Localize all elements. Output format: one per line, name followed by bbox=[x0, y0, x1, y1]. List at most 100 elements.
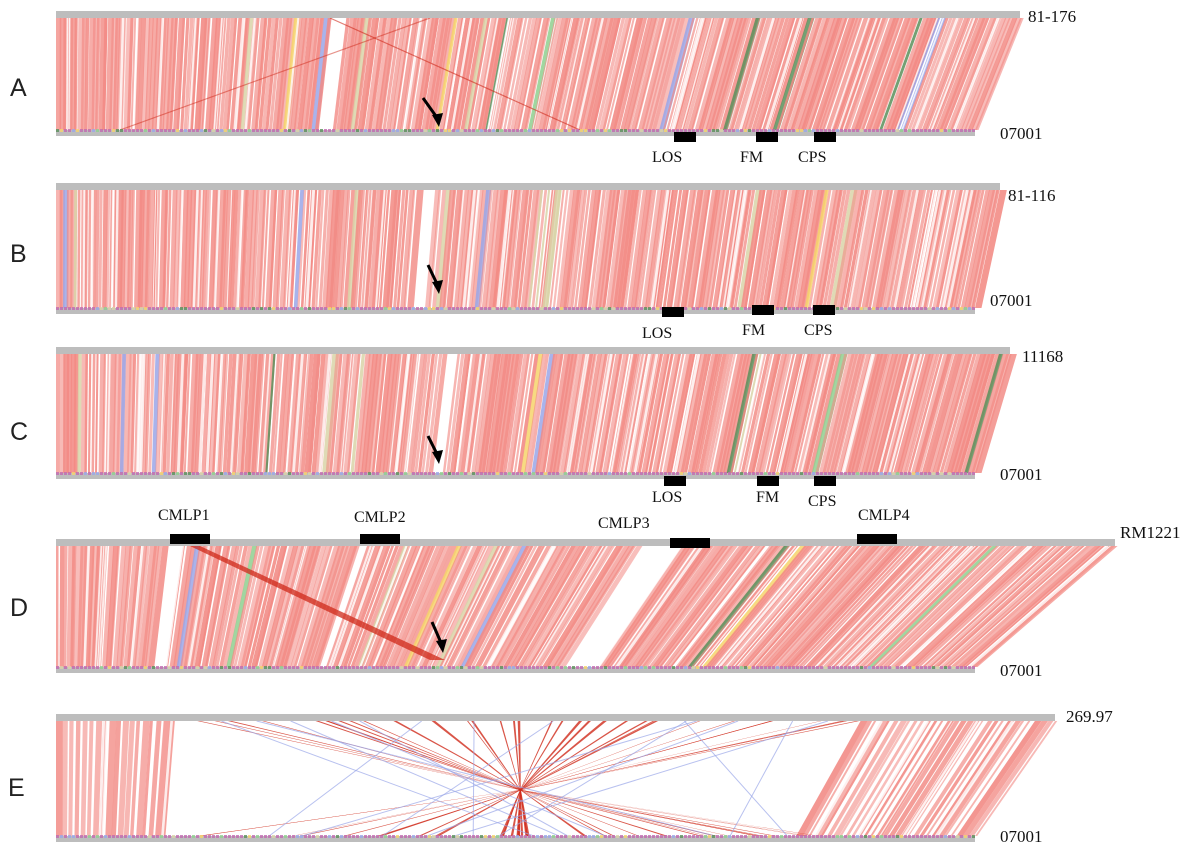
panel-b-synteny-band bbox=[574, 190, 591, 308]
panel-d-gene-tick bbox=[784, 666, 787, 669]
panel-c-synteny-band bbox=[180, 354, 189, 473]
panel-b-gene-tick bbox=[484, 307, 487, 310]
panel-e-inversion-band bbox=[467, 721, 521, 790]
panel-d-gene-tick bbox=[624, 666, 627, 669]
panel-c-gene-tick bbox=[248, 472, 251, 475]
panel-b-gene-tick bbox=[368, 307, 371, 310]
panel-b-synteny-band bbox=[620, 190, 640, 308]
panel-e-gene-tick bbox=[876, 835, 879, 838]
panel-a-gene-tick bbox=[936, 129, 939, 132]
panel-d-gene-tick bbox=[224, 666, 227, 669]
panel-d-gene-tick bbox=[316, 666, 319, 669]
panel-e-inversion-band bbox=[499, 721, 521, 790]
panel-d-band-gap bbox=[129, 545, 144, 668]
panel-e-inversion-band bbox=[349, 721, 521, 790]
panel-b-gene-tick bbox=[644, 307, 647, 310]
panel-d-gene-tick bbox=[200, 666, 203, 669]
panel-c-gene-tick bbox=[664, 472, 667, 475]
panel-a-gene-tick bbox=[656, 129, 659, 132]
panel-e-minor-band bbox=[454, 720, 829, 837]
panel-e-gene-tick bbox=[112, 835, 115, 838]
panel-c-gene-tick bbox=[444, 472, 447, 475]
panel-b-synteny-band bbox=[290, 190, 299, 308]
panel-d-letter: D bbox=[10, 594, 28, 622]
panel-a-synteny-band bbox=[570, 18, 601, 130]
panel-e-band-gap bbox=[902, 720, 979, 837]
panel-a-gene-tick bbox=[808, 129, 811, 132]
panel-a-gene-tick bbox=[408, 129, 411, 132]
panel-a-gene-tick bbox=[500, 129, 503, 132]
panel-c-gene-tick bbox=[416, 472, 419, 475]
panel-d-synteny-band bbox=[212, 546, 240, 667]
panel-e-gene-tick bbox=[56, 835, 59, 838]
panel-e-gene-tick bbox=[480, 835, 483, 838]
panel-c-gene-tick bbox=[880, 472, 883, 475]
panel-b-gene-tick bbox=[620, 307, 623, 310]
panel-c-synteny-band bbox=[144, 354, 152, 473]
panel-c-gene-tick bbox=[524, 472, 527, 475]
panel-c-gene-tick bbox=[304, 472, 307, 475]
panel-a-gene-tick bbox=[964, 129, 967, 132]
panel-d-gene-tick bbox=[560, 666, 563, 669]
panel-a-gene-tick bbox=[664, 129, 667, 132]
panel-b-band-gap bbox=[110, 189, 115, 309]
panel-d-gene-tick bbox=[384, 666, 387, 669]
panel-b-synteny-band bbox=[251, 190, 260, 308]
panel-c-band-gap bbox=[567, 353, 590, 474]
panel-c-gene-tick bbox=[472, 472, 475, 475]
panel-e-band-gap bbox=[879, 720, 953, 837]
panel-c-gene-tick bbox=[60, 472, 63, 475]
panel-a-synteny-band bbox=[240, 18, 254, 130]
panel-e-gene-tick bbox=[152, 835, 155, 838]
panel-b-band-gap bbox=[911, 189, 937, 309]
panel-d-gene-tick bbox=[108, 666, 111, 669]
panel-d-synteny-band bbox=[705, 546, 809, 667]
panel-a-gene-tick bbox=[220, 129, 223, 132]
panel-a-gene-tick bbox=[556, 129, 559, 132]
panel-c-gene-tick bbox=[324, 472, 327, 475]
panel-c-gene-tick bbox=[964, 472, 967, 475]
panel-a-synteny-band bbox=[134, 18, 142, 130]
panel-b-synteny-band bbox=[393, 190, 406, 308]
panel-c-gene-tick bbox=[928, 472, 931, 475]
panel-b-gene-tick bbox=[292, 307, 295, 310]
panel-a-cross-band bbox=[329, 17, 581, 131]
panel-b-gene-tick bbox=[232, 307, 235, 310]
panel-a-gene-tick bbox=[596, 129, 599, 132]
panel-c-band-gap bbox=[403, 353, 419, 474]
panel-b-synteny-band bbox=[833, 190, 858, 308]
panel-a-synteny-band bbox=[666, 18, 699, 130]
panel-d-synteny-band bbox=[865, 546, 993, 667]
panel-d-synteny-band bbox=[148, 546, 169, 667]
panel-d-gene-tick bbox=[320, 666, 323, 669]
panel-e-band-gap bbox=[161, 720, 173, 837]
panel-d-gene-tick bbox=[460, 666, 463, 669]
panel-b-gene-tick bbox=[268, 307, 271, 310]
panel-e-gene-tick bbox=[956, 835, 959, 838]
panel-b-synteny-band bbox=[478, 190, 493, 308]
panel-e-synteny-band bbox=[93, 721, 103, 836]
panel-b-gene-tick bbox=[212, 307, 215, 310]
panel-a-synteny-band bbox=[258, 18, 272, 130]
panel-d-gene-tick bbox=[652, 666, 655, 669]
panel-b-band-gap bbox=[467, 189, 481, 309]
panel-a-gene-tick bbox=[432, 129, 435, 132]
panel-a-gene-tick bbox=[740, 129, 743, 132]
panel-c-gene-tick bbox=[112, 472, 115, 475]
panel-d-band-gap bbox=[337, 545, 384, 668]
panel-d-gene-tick bbox=[680, 666, 683, 669]
panel-c-gene-tick bbox=[520, 472, 523, 475]
panel-e-inversion-band bbox=[520, 790, 615, 836]
panel-c-gene-tick bbox=[76, 472, 79, 475]
panel-b-gene-tick bbox=[380, 307, 383, 310]
panel-e-inversion-band bbox=[520, 721, 701, 790]
panel-a-synteny-band bbox=[925, 18, 971, 130]
panel-b-synteny-band bbox=[896, 190, 924, 308]
panel-b-band-gap bbox=[848, 189, 872, 309]
panel-e-gene-tick bbox=[676, 835, 679, 838]
panel-a-synteny-band bbox=[293, 18, 310, 130]
panel-d-gene-tick bbox=[912, 666, 915, 669]
panel-e-gene-tick bbox=[904, 835, 907, 838]
panel-d-synteny-band bbox=[811, 546, 930, 667]
panel-d-synteny-band bbox=[382, 546, 436, 667]
